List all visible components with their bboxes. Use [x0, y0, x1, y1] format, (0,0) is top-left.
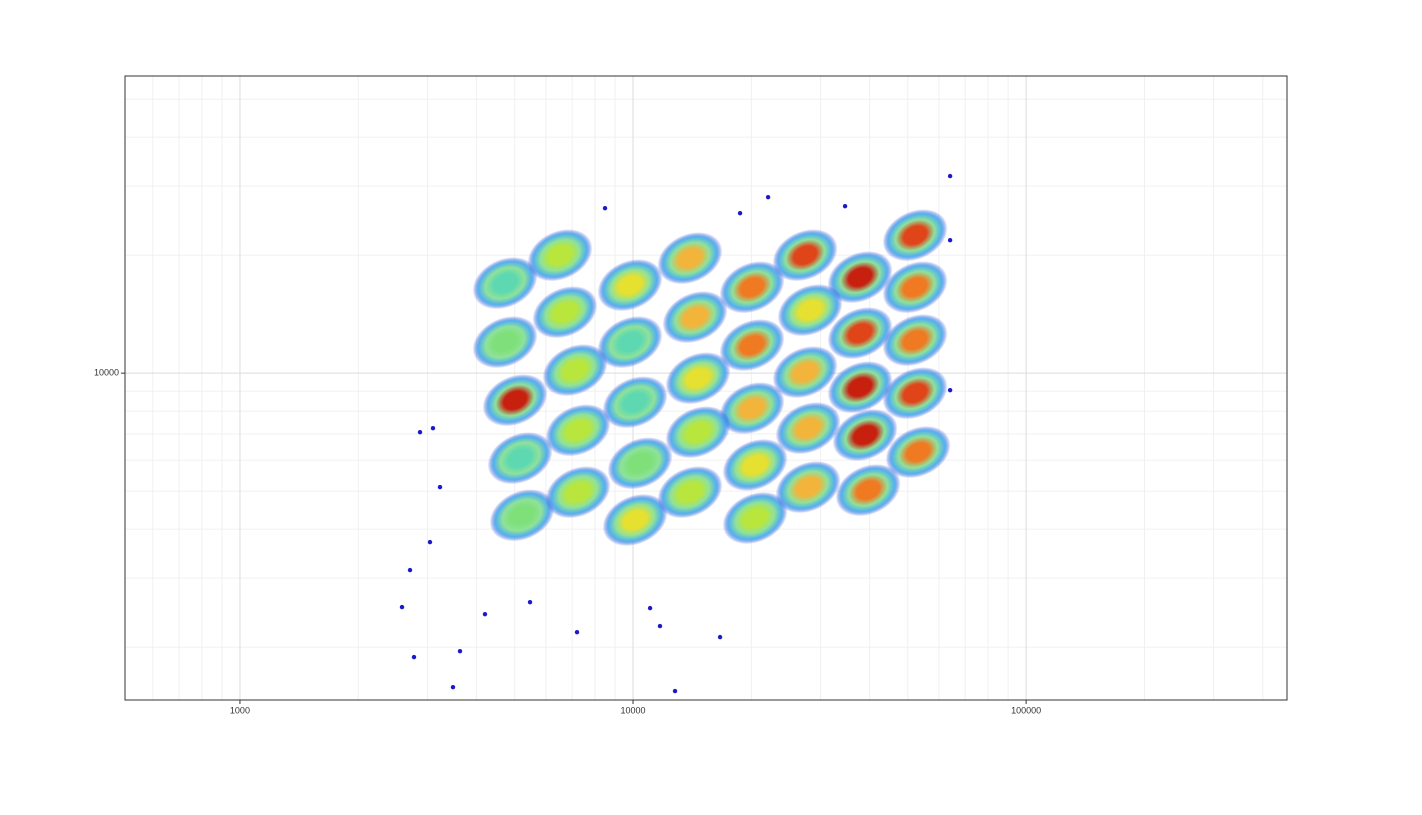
density-cluster	[602, 493, 668, 547]
density-cluster	[545, 404, 611, 457]
density-cluster	[472, 257, 538, 310]
density-cluster	[832, 409, 898, 462]
outlier-point	[430, 425, 436, 431]
outlier-point	[657, 623, 663, 629]
outlier-point	[947, 237, 953, 243]
density-cluster	[722, 491, 788, 545]
outlier-point	[411, 654, 417, 660]
density-cluster	[777, 284, 843, 337]
outlier-point	[417, 429, 423, 435]
density-cluster	[542, 344, 608, 397]
density-cluster	[532, 286, 598, 339]
outlier-point	[574, 629, 580, 635]
density-cluster	[835, 464, 901, 517]
plot-frame	[124, 75, 1288, 701]
density-cluster	[882, 367, 948, 420]
density-cluster	[662, 291, 728, 344]
outlier-point	[457, 648, 463, 654]
density-cluster	[489, 489, 555, 542]
outlier-point	[842, 203, 848, 209]
density-cluster	[719, 382, 785, 435]
density-cluster	[657, 466, 723, 519]
outlier-point	[399, 604, 405, 610]
density-cluster	[772, 229, 838, 282]
outlier-point	[947, 387, 953, 393]
density-cluster	[882, 209, 948, 262]
marks	[399, 173, 953, 694]
outlier-point	[717, 634, 723, 640]
density-cluster	[665, 352, 731, 405]
density-cluster	[665, 406, 731, 459]
x-tick-label: 100000	[1011, 705, 1041, 715]
outlier-point	[602, 205, 608, 211]
density-cluster	[719, 261, 785, 314]
outlier-point	[407, 567, 413, 573]
density-cluster	[719, 319, 785, 372]
x-tick-label: 10000	[621, 705, 646, 715]
outlier-point	[527, 600, 533, 605]
density-cluster	[597, 316, 663, 369]
density-cluster	[885, 426, 951, 479]
density-cluster	[527, 229, 593, 282]
outlier-point	[427, 539, 433, 545]
density-cluster	[827, 307, 893, 360]
density-cluster	[487, 432, 553, 485]
density-cluster	[775, 461, 841, 514]
density-cluster	[827, 361, 893, 414]
density-cluster	[882, 261, 948, 314]
density-cluster	[472, 316, 538, 369]
density-cluster	[657, 232, 723, 285]
outlier-point	[450, 684, 456, 690]
outlier-point	[482, 611, 488, 617]
density-cluster	[722, 438, 788, 492]
density-cluster	[827, 251, 893, 304]
density-cluster	[545, 466, 611, 519]
outlier-point	[437, 484, 443, 490]
density-cluster	[482, 374, 548, 427]
outlier-point	[947, 173, 953, 179]
density-cluster	[775, 402, 841, 455]
outlier-point	[737, 210, 743, 216]
density-cluster	[597, 259, 663, 312]
outlier-point	[765, 194, 771, 200]
density-cluster	[882, 314, 948, 367]
density-cluster	[602, 376, 668, 429]
x-tick-label: 1000	[230, 705, 250, 715]
density-cluster	[772, 346, 838, 399]
density-cluster	[607, 437, 673, 490]
outlier-point	[672, 688, 678, 694]
outlier-point	[647, 605, 653, 611]
y-tick-label: 10000	[94, 368, 119, 378]
